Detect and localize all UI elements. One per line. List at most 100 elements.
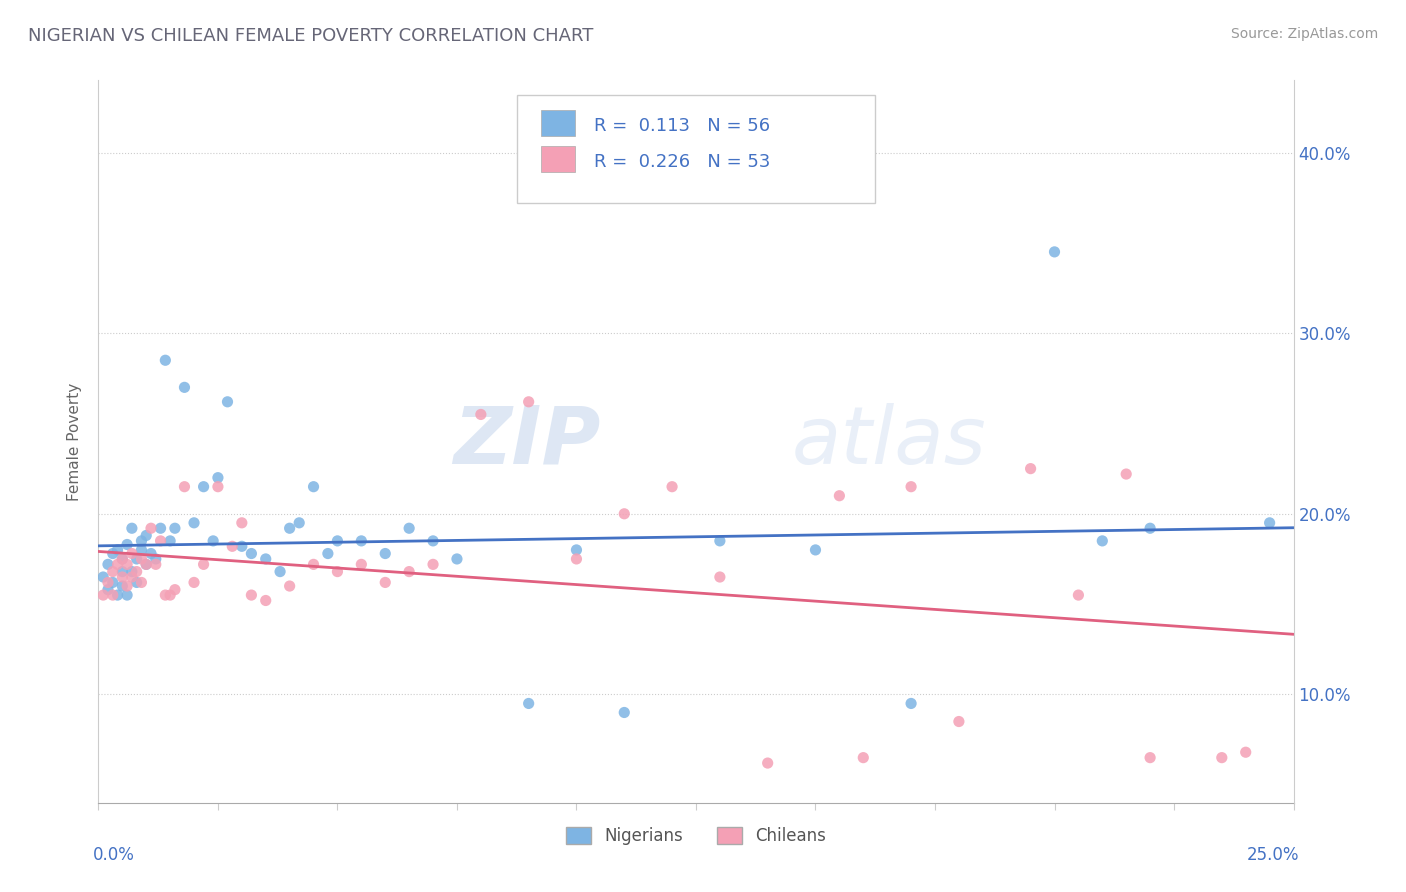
Point xyxy=(326,565,349,579)
Point xyxy=(1091,533,1114,548)
Point xyxy=(155,353,177,368)
Point xyxy=(107,558,129,572)
Point xyxy=(183,516,205,530)
Point xyxy=(139,547,162,561)
Point xyxy=(1067,588,1090,602)
Point xyxy=(145,558,167,572)
Point xyxy=(374,575,396,590)
Point xyxy=(374,547,396,561)
Point xyxy=(661,480,683,494)
Point xyxy=(207,471,229,485)
Point xyxy=(163,521,186,535)
Point xyxy=(173,480,195,494)
Point xyxy=(422,558,444,572)
Point xyxy=(1139,750,1161,764)
Point xyxy=(97,575,120,590)
Point xyxy=(240,588,263,602)
Point xyxy=(565,552,588,566)
Point xyxy=(193,558,215,572)
Point xyxy=(173,380,195,394)
Point xyxy=(398,565,420,579)
Point xyxy=(135,558,157,572)
Point xyxy=(221,539,243,553)
Point xyxy=(131,575,153,590)
Text: NIGERIAN VS CHILEAN FEMALE POVERTY CORRELATION CHART: NIGERIAN VS CHILEAN FEMALE POVERTY CORRE… xyxy=(28,27,593,45)
Point xyxy=(121,547,143,561)
Point xyxy=(900,697,922,711)
Point xyxy=(131,552,153,566)
Point xyxy=(217,394,239,409)
Point xyxy=(613,507,636,521)
Point xyxy=(422,533,444,548)
Point xyxy=(350,558,373,572)
Point xyxy=(302,558,325,572)
Point xyxy=(900,480,922,494)
Point xyxy=(101,565,124,579)
Point xyxy=(517,697,540,711)
Point xyxy=(288,516,311,530)
Point xyxy=(948,714,970,729)
Point xyxy=(202,533,225,548)
Text: R =  0.226   N = 53: R = 0.226 N = 53 xyxy=(595,153,770,171)
Text: R =  0.113   N = 56: R = 0.113 N = 56 xyxy=(595,117,770,135)
Point xyxy=(125,575,148,590)
Point xyxy=(207,480,229,494)
Point xyxy=(1139,521,1161,535)
Point xyxy=(804,542,827,557)
Point xyxy=(470,408,492,422)
Point xyxy=(1043,244,1066,259)
Point xyxy=(278,579,301,593)
Point xyxy=(326,533,349,548)
Point xyxy=(756,756,779,770)
Point xyxy=(111,552,134,566)
Point xyxy=(149,533,172,548)
FancyBboxPatch shape xyxy=(517,95,876,203)
Point xyxy=(111,579,134,593)
Point xyxy=(240,547,263,561)
Point xyxy=(709,533,731,548)
Point xyxy=(97,558,120,572)
Point xyxy=(135,558,157,572)
Point xyxy=(115,579,138,593)
Point xyxy=(101,588,124,602)
Point xyxy=(231,539,253,553)
Point xyxy=(1115,467,1137,481)
Text: ZIP: ZIP xyxy=(453,402,600,481)
Point xyxy=(131,542,153,557)
Point xyxy=(316,547,339,561)
Point xyxy=(398,521,420,535)
Point xyxy=(269,565,291,579)
Text: atlas: atlas xyxy=(792,402,987,481)
Point xyxy=(145,552,167,566)
Point xyxy=(254,552,277,566)
Point xyxy=(1211,750,1233,764)
Point xyxy=(350,533,373,548)
Point xyxy=(111,570,134,584)
Point xyxy=(517,394,540,409)
Point xyxy=(1258,516,1281,530)
Point xyxy=(828,489,851,503)
Point xyxy=(135,528,157,542)
Point xyxy=(1019,461,1042,475)
Point xyxy=(183,575,205,590)
Point xyxy=(231,516,253,530)
Point xyxy=(115,558,138,572)
Y-axis label: Female Poverty: Female Poverty xyxy=(67,383,83,500)
Point xyxy=(565,542,588,557)
Point xyxy=(107,588,129,602)
Point xyxy=(709,570,731,584)
Point xyxy=(91,570,114,584)
Point xyxy=(97,582,120,597)
Text: Source: ZipAtlas.com: Source: ZipAtlas.com xyxy=(1230,27,1378,41)
FancyBboxPatch shape xyxy=(541,145,575,172)
Point xyxy=(115,588,138,602)
Point xyxy=(155,588,177,602)
Point xyxy=(254,593,277,607)
Point xyxy=(125,552,148,566)
Point xyxy=(121,565,143,579)
Point xyxy=(193,480,215,494)
Point xyxy=(111,565,134,579)
Point xyxy=(139,521,162,535)
Text: 25.0%: 25.0% xyxy=(1247,847,1299,864)
Point xyxy=(1234,745,1257,759)
